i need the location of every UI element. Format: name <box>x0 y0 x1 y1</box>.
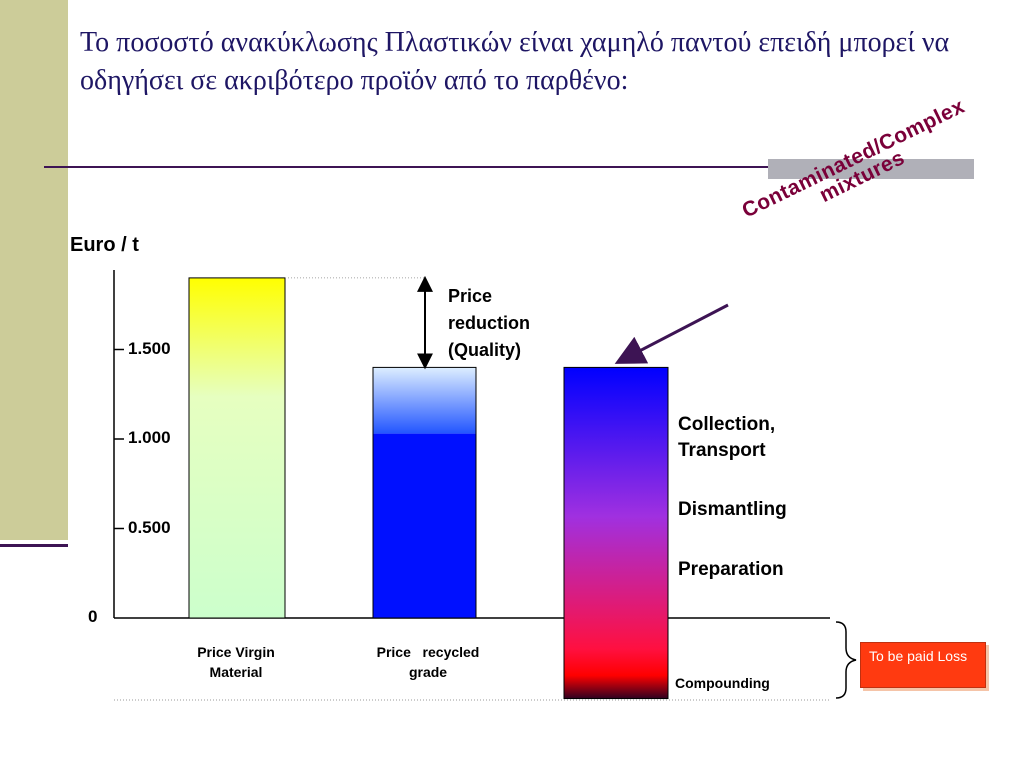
y-ticks <box>114 348 124 530</box>
cost-preparation: Preparation <box>678 559 784 580</box>
cost-collection: Collection, Transport <box>678 414 776 461</box>
loss-box: To be paid Loss <box>860 642 986 688</box>
bar-virgin <box>188 277 286 619</box>
price-reduction-label: Price reduction (Quality) <box>448 286 531 360</box>
bar-recycled-gradient <box>373 367 476 434</box>
y-tick-label: 1.500 <box>128 338 171 358</box>
x-label-virgin: Price Virgin Material <box>197 644 275 680</box>
left-band <box>0 0 68 540</box>
y-tick-label: 1.000 <box>128 428 171 447</box>
y-tick-label: 0.500 <box>128 517 171 537</box>
left-band-rule <box>0 544 68 547</box>
title-rule-accent <box>768 159 974 179</box>
slide-title: Το ποσοστό ανακύκλωσης Πλαστικών είναι χ… <box>80 27 950 96</box>
title-rule <box>44 166 974 168</box>
bar-recycled-solid <box>373 433 476 618</box>
x-label-recycled: Price recycled grade <box>376 644 484 680</box>
loss-brace <box>835 621 857 699</box>
cost-dismantling: Dismantling <box>678 499 787 520</box>
callout-arrow <box>614 303 729 364</box>
bar-costs <box>563 366 669 700</box>
cost-compounding: Compounding <box>675 675 770 691</box>
y-tick-label: 0 <box>88 607 98 626</box>
y-axis-label: Euro / t <box>70 234 139 256</box>
